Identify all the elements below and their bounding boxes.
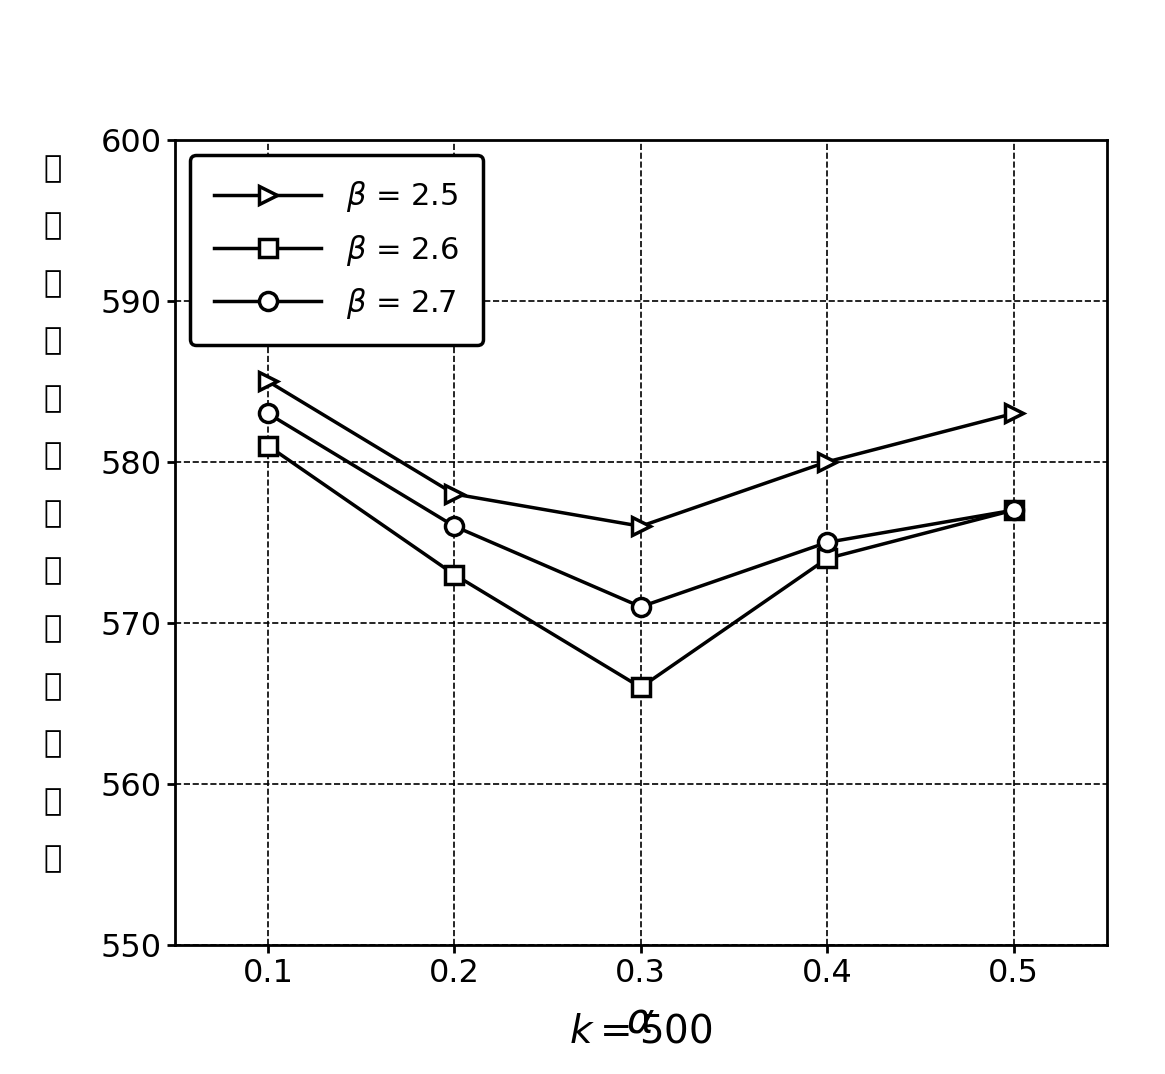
Text: $k = 500$: $k = 500$	[569, 1012, 713, 1050]
Text: 数: 数	[43, 614, 62, 643]
Legend: $\beta$ = 2.5, $\beta$ = 2.6, $\beta$ = 2.7: $\beta$ = 2.5, $\beta$ = 2.6, $\beta$ = …	[190, 155, 483, 346]
Text: 数: 数	[43, 787, 62, 816]
Text: 发: 发	[43, 326, 62, 355]
Text: 包: 包	[43, 729, 62, 758]
X-axis label: α: α	[627, 1000, 655, 1043]
Text: 的: 的	[43, 441, 62, 470]
Text: 据: 据	[43, 671, 62, 700]
Text: 点: 点	[43, 268, 62, 297]
Text: 送: 送	[43, 384, 62, 413]
Text: 码: 码	[43, 556, 62, 585]
Text: 量: 量	[43, 844, 62, 873]
Text: 源: 源	[43, 154, 62, 183]
Text: 节: 节	[43, 212, 62, 241]
Text: 编: 编	[43, 499, 62, 528]
